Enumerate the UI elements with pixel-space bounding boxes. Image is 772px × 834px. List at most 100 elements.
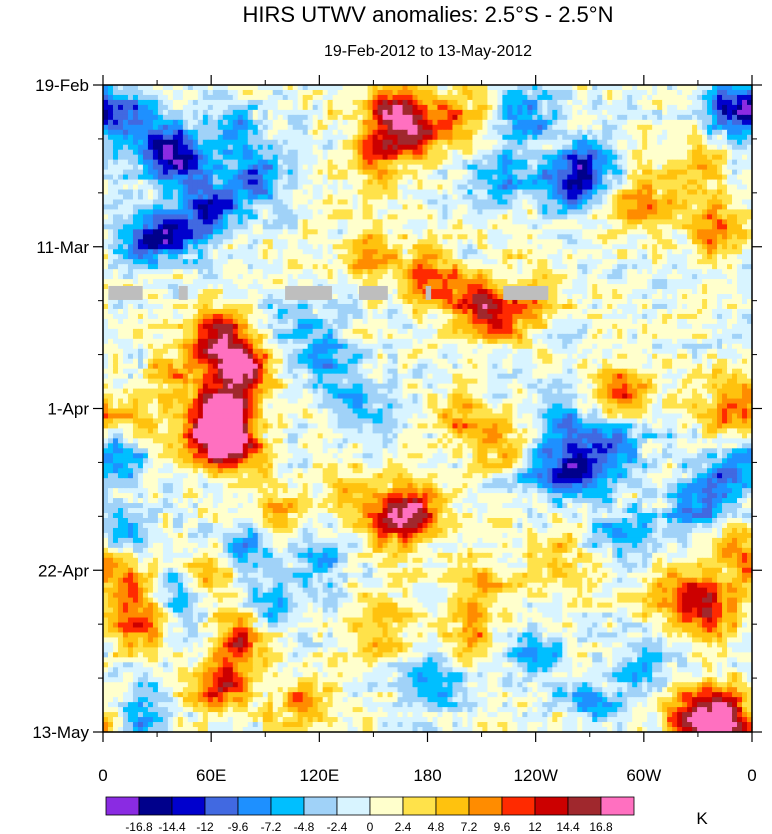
- heatmap-cell: [132, 104, 139, 111]
- heatmap-cell: [542, 174, 548, 181]
- heatmap-cell: [427, 184, 434, 191]
- heatmap-cell: [127, 94, 134, 101]
- heatmap-cell: [177, 109, 184, 116]
- heatmap-cell: [332, 94, 339, 101]
- heatmap-cell: [437, 199, 444, 206]
- heatmap-cell: [572, 149, 578, 156]
- heatmap-cell: [212, 85, 219, 91]
- heatmap-cell: [307, 239, 314, 245]
- heatmap-cell: [412, 139, 419, 146]
- heatmap-cell: [252, 219, 259, 225]
- heatmap-cell: [117, 169, 124, 176]
- heatmap-cell: [627, 199, 633, 206]
- heatmap-cell: [727, 179, 733, 186]
- heatmap-cell: [132, 194, 139, 201]
- heatmap-cell: [587, 149, 593, 156]
- heatmap-cell: [302, 114, 309, 121]
- heatmap-cell: [107, 139, 114, 146]
- heatmap-cell: [517, 169, 523, 176]
- heatmap-cell: [597, 184, 603, 191]
- heatmap-cell: [557, 114, 563, 121]
- heatmap-cell: [172, 109, 179, 116]
- heatmap-cell: [147, 199, 154, 206]
- heatmap-cell: [522, 114, 528, 121]
- heatmap-cell: [697, 99, 703, 106]
- heatmap-cell: [457, 194, 464, 201]
- heatmap-cell: [582, 169, 588, 176]
- heatmap-cell: [497, 184, 503, 191]
- heatmap-cell: [132, 134, 139, 141]
- heatmap-cell: [327, 269, 334, 275]
- heatmap-cell: [727, 254, 733, 260]
- heatmap-cell: [402, 214, 409, 220]
- heatmap-cell: [247, 199, 254, 206]
- heatmap-cell: [527, 104, 533, 111]
- heatmap-cell: [422, 109, 429, 116]
- heatmap-cell: [502, 94, 508, 101]
- heatmap-cell: [492, 164, 498, 171]
- heatmap-cell: [702, 139, 708, 146]
- heatmap-cell: [692, 194, 698, 201]
- heatmap-cell: [632, 209, 638, 215]
- heatmap-cell: [457, 94, 464, 101]
- heatmap-cell: [167, 109, 174, 116]
- heatmap-cell: [232, 199, 239, 206]
- heatmap-cell: [577, 199, 583, 206]
- heatmap-cell: [537, 249, 543, 255]
- heatmap-cell: [447, 174, 454, 181]
- heatmap-cell: [492, 114, 498, 121]
- heatmap-cell: [112, 249, 119, 255]
- heatmap-cell: [722, 139, 728, 146]
- heatmap-cell: [707, 164, 713, 171]
- heatmap-cell: [467, 124, 474, 131]
- heatmap-cell: [462, 214, 469, 220]
- heatmap-cell: [537, 229, 543, 235]
- heatmap-cell: [722, 229, 728, 235]
- heatmap-cell: [132, 244, 139, 250]
- heatmap-cell: [497, 174, 503, 181]
- heatmap-cell: [577, 189, 583, 196]
- heatmap-cell: [367, 104, 374, 111]
- heatmap-cell: [337, 249, 344, 255]
- heatmap-cell: [727, 139, 733, 146]
- heatmap-cell: [532, 179, 538, 186]
- heatmap-cell: [287, 99, 294, 106]
- heatmap-cell: [107, 184, 114, 191]
- heatmap-cell: [157, 209, 164, 215]
- heatmap-cell: [457, 134, 464, 141]
- heatmap-cell: [657, 144, 663, 151]
- heatmap-cell: [687, 249, 693, 255]
- heatmap-cell: [517, 264, 523, 270]
- heatmap-cell: [617, 174, 623, 181]
- heatmap-cell: [657, 229, 663, 235]
- heatmap-cell: [677, 119, 683, 126]
- heatmap-cell: [212, 139, 219, 146]
- heatmap-cell: [187, 164, 194, 171]
- heatmap-cell: [227, 94, 234, 101]
- heatmap-cell: [707, 239, 713, 245]
- heatmap-cell: [237, 249, 244, 255]
- heatmap-cell: [452, 244, 459, 250]
- heatmap-cell: [447, 124, 454, 131]
- heatmap-cell: [317, 259, 324, 265]
- heatmap-cell: [157, 164, 164, 171]
- heatmap-cell: [367, 114, 374, 121]
- heatmap-cell: [707, 224, 713, 230]
- heatmap-cell: [482, 164, 489, 171]
- heatmap-cell: [187, 269, 194, 275]
- heatmap-cell: [217, 224, 224, 230]
- heatmap-cell: [642, 224, 648, 230]
- heatmap-cell: [157, 124, 164, 131]
- heatmap-cell: [362, 204, 369, 211]
- heatmap-cell: [172, 164, 179, 171]
- heatmap-cell: [167, 204, 174, 211]
- heatmap-cell: [122, 264, 129, 270]
- heatmap-cell: [382, 199, 389, 206]
- heatmap-cell: [342, 149, 349, 156]
- heatmap-cell: [727, 114, 733, 121]
- heatmap-cell: [402, 179, 409, 186]
- heatmap-cell: [387, 154, 394, 161]
- heatmap-cell: [637, 249, 643, 255]
- heatmap-cell: [532, 219, 538, 225]
- heatmap-cell: [107, 239, 114, 245]
